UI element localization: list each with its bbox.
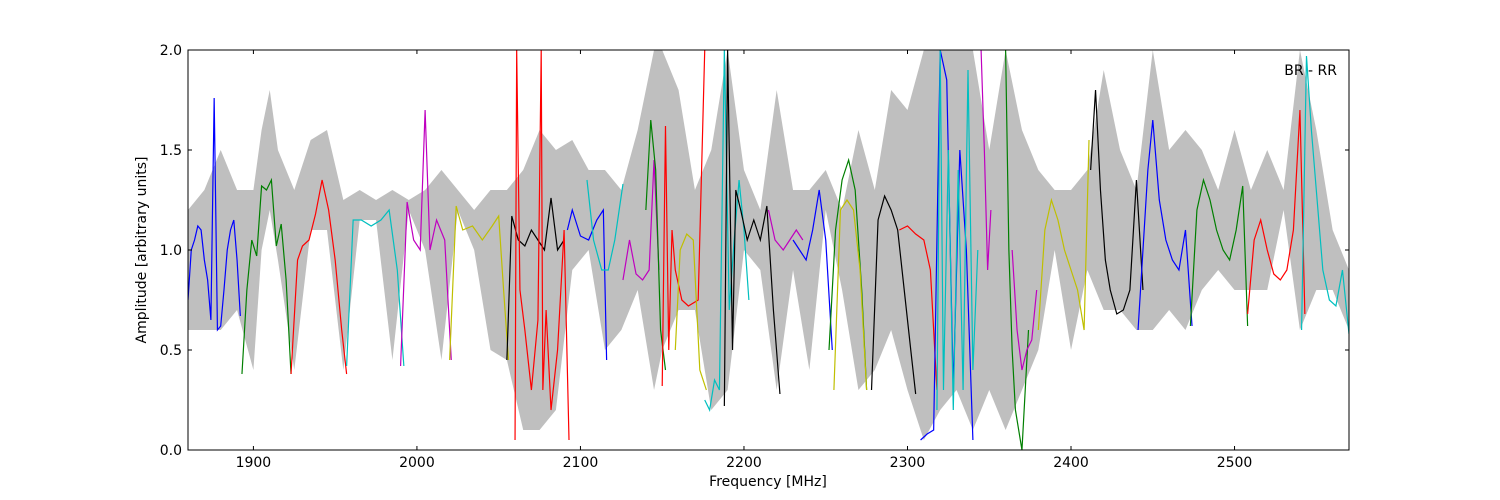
series-line-5: [399, 109, 452, 367]
envelope-area: [188, 50, 1349, 440]
series-line-26: [1005, 50, 1030, 450]
series-line-20: [833, 198, 868, 391]
series-line-7: [506, 197, 565, 361]
series-line-18: [792, 189, 833, 351]
series-line-1: [188, 97, 241, 332]
y-tick-label: 1.0: [160, 243, 182, 259]
x-tick-label: 2500: [1217, 455, 1253, 471]
y-axis-ticks: 0.0 0.5 1.0 1.5 2.0: [160, 43, 1349, 459]
x-tick-label: 2200: [726, 455, 762, 471]
y-tick-label: 0.0: [160, 443, 182, 459]
plot-area: [187, 49, 1350, 451]
x-tick-label: 2400: [1053, 455, 1089, 471]
series-line-30: [1137, 119, 1193, 331]
x-axis-label: Frequency [MHz]: [709, 474, 827, 490]
series-line-32: [1247, 109, 1306, 315]
series-line-25: [980, 50, 992, 271]
x-axis-ticks: 1900 2000 2100 2200 2300 2400 2500: [236, 50, 1253, 471]
x-tick-label: 2100: [563, 455, 599, 471]
y-axis-label: Amplitude [arbitrary units]: [134, 157, 150, 344]
x-tick-label: 2000: [399, 455, 435, 471]
series-line-11: [622, 159, 660, 281]
series-line-13: [661, 50, 706, 387]
series-line-22: [899, 225, 938, 391]
series-line-17: [767, 209, 804, 252]
annotation-label: BR - RR: [1284, 63, 1337, 79]
series-line-33: [1300, 55, 1349, 335]
y-tick-label: 1.5: [160, 143, 182, 159]
series-line-27: [1011, 249, 1038, 371]
series-line-29: [1090, 89, 1144, 315]
series-line-8: [514, 50, 570, 441]
series-group: [188, 50, 1349, 450]
x-tick-label: 1900: [236, 455, 272, 471]
series-line-4: [346, 208, 405, 367]
series-line-2: [241, 177, 292, 375]
series-line-3: [290, 179, 348, 375]
series-line-10: [586, 179, 624, 271]
x-tick-label: 2300: [890, 455, 926, 471]
series-line-14: [674, 232, 707, 391]
series-line-6: [449, 205, 510, 361]
series-line-24: [936, 50, 979, 411]
series-line-9: [566, 207, 608, 361]
series-line-28: [1037, 139, 1090, 331]
y-tick-label: 2.0: [160, 43, 182, 59]
y-tick-label: 0.5: [160, 343, 182, 359]
series-line-31: [1189, 177, 1249, 327]
series-line-23: [920, 50, 974, 441]
series-line-21: [870, 194, 917, 395]
envelope-band: [188, 50, 1349, 440]
series-line-16: [723, 50, 781, 407]
